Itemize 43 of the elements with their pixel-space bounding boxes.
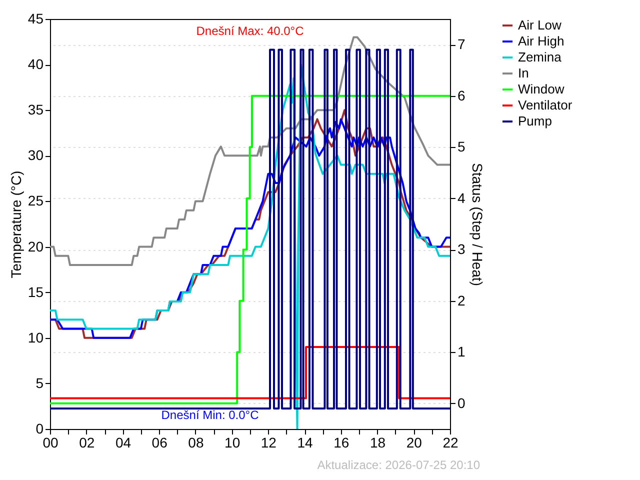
text: Aktualizace: 2026-07-25 20:10: [317, 458, 480, 472]
y-tick-label: 5: [36, 374, 44, 391]
legend-label: In: [518, 66, 529, 80]
x-tick-label: 00: [42, 434, 58, 450]
legend-label: Air Low: [518, 18, 562, 32]
x-tick-label: 16: [334, 434, 350, 450]
y-tick-label: 10: [28, 329, 44, 346]
y2-tick-label: 7: [458, 36, 466, 52]
x-tick-label: 06: [152, 434, 168, 450]
y-tick-label: 15: [28, 284, 44, 300]
y2-tick-label: 2: [458, 292, 466, 308]
x-tick-label: 20: [406, 434, 422, 450]
y-tick-label: 35: [28, 102, 44, 118]
line-series: [50, 36, 450, 266]
y-axis-title: Temperature (°C): [8, 170, 24, 278]
legend-label: Zemina: [518, 50, 562, 64]
x-tick-label: 12: [260, 434, 277, 450]
y-tick-label: 40: [28, 56, 44, 72]
legend-label: Ventilator: [518, 98, 573, 112]
x-tick-label: 02: [79, 434, 95, 450]
y-tick-label: 0: [36, 420, 44, 436]
y-tick-label: 30: [28, 147, 44, 164]
y2-tick-label: 5: [458, 138, 466, 155]
legend-label: Window: [518, 82, 565, 96]
x-tick-label: 08: [188, 434, 204, 450]
legend-label: Pump: [518, 114, 552, 128]
x-tick-label: 10: [224, 434, 240, 450]
y-tick-label: 20: [28, 238, 44, 254]
annotation: Dnešní Min: 0.0°C: [161, 408, 260, 422]
legend-label: Air High: [518, 34, 564, 48]
x-tick-label: 18: [370, 434, 386, 450]
x-tick-label: 04: [115, 434, 132, 450]
y2-tick-label: 0: [458, 394, 466, 411]
x-tick-label: 14: [297, 434, 314, 450]
y-tick-label: 25: [28, 192, 44, 209]
annotation: Dnešní Max: 40.0°C: [196, 24, 304, 38]
y2-tick-label: 1: [458, 344, 466, 360]
y2-axis-title: Status (Step / Heat): [469, 163, 486, 286]
y-tick-label: 45: [28, 10, 44, 26]
y2-tick-label: 3: [458, 241, 466, 258]
y2-tick-label: 6: [458, 87, 466, 104]
y2-tick-label: 4: [458, 190, 466, 206]
x-tick-label: 22: [442, 434, 458, 450]
